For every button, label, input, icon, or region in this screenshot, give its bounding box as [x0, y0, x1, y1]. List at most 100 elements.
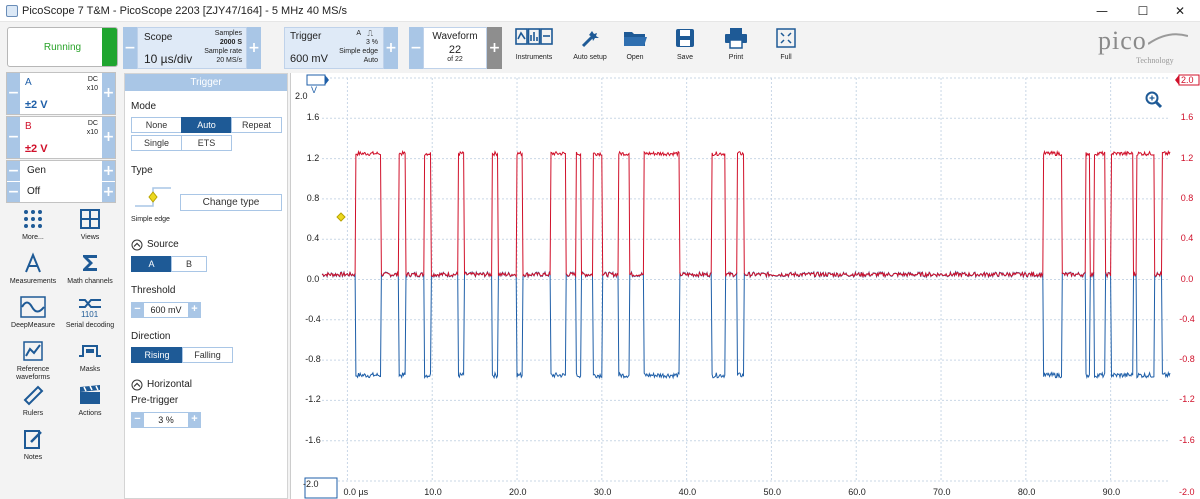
rulers-button[interactable]: Rulers	[6, 384, 60, 418]
more-button[interactable]: More...	[6, 208, 60, 242]
fullscreen-label: Full	[780, 54, 792, 61]
y-end-label: 2.0	[295, 91, 308, 101]
print-button[interactable]: Print	[707, 27, 765, 69]
mode-label: Mode	[131, 101, 157, 112]
gen-off-increase-button[interactable]: +	[102, 182, 115, 202]
waveform-prev-button[interactable]: −	[409, 27, 423, 69]
trigger-label: Trigger	[290, 31, 322, 42]
y-tick-label-b: -0.8	[1179, 354, 1195, 365]
pretrigger-decrease-button[interactable]: −	[131, 412, 144, 428]
pretrigger-increase-button[interactable]: +	[188, 412, 201, 428]
threshold-increase-button[interactable]: +	[188, 302, 201, 318]
x-tick-label: 0.0 µs	[343, 487, 369, 497]
pretrigger-label: Pre-trigger	[131, 395, 179, 406]
channel-a-axis-handle[interactable]	[306, 74, 326, 86]
mode-auto-button[interactable]: Auto	[181, 117, 232, 133]
type-name: Simple edge	[131, 216, 170, 223]
views-button[interactable]: Views	[63, 208, 117, 242]
scope-view[interactable]: 1.6 1.6 1.2 1.2 0.8 0.8 0.4 0.4 0.0 0.0 -0.4 -0.4 -0…	[290, 73, 1200, 499]
gen-decrease-button[interactable]: −	[7, 161, 20, 181]
open-button[interactable]: Open	[606, 27, 664, 69]
plot-grid	[322, 77, 1170, 482]
y-tick-label-a: -0.8	[305, 354, 321, 365]
close-button[interactable]: ✕	[1174, 4, 1186, 18]
direction-falling-button[interactable]: Falling	[182, 347, 233, 363]
y-unit-label: V	[311, 85, 318, 95]
simple-edge-icon	[135, 187, 171, 207]
pico-logo: pico Technology	[1098, 26, 1190, 70]
rising-edge-icon: ⎍	[367, 29, 373, 38]
channel-b-decrease-button[interactable]: −	[7, 117, 20, 158]
threshold-decrease-button[interactable]: −	[131, 302, 144, 318]
rulers-icon	[23, 385, 44, 406]
threshold-stepper[interactable]: − 600 mV +	[131, 302, 201, 318]
save-label: Save	[677, 54, 693, 61]
x-tick-label: 50.0	[763, 487, 781, 497]
source-b-button[interactable]: B	[171, 256, 207, 272]
masks-button[interactable]: Masks	[63, 340, 117, 374]
instruments-button[interactable]: Instruments	[505, 27, 563, 69]
timebase-increase-button[interactable]: +	[247, 27, 261, 69]
mode-none-button[interactable]: None	[131, 117, 182, 133]
timebase-decrease-button[interactable]: −	[123, 27, 137, 69]
svg-text:1101: 1101	[81, 310, 99, 318]
reference-waveforms-button[interactable]: Reference waveforms	[6, 340, 60, 382]
horizontal-collapse-icon[interactable]	[131, 379, 143, 391]
channel-a-name: A	[25, 77, 32, 88]
fullscreen-button[interactable]: Full	[757, 27, 815, 69]
waveform-buffer: Waveform 22 of 22	[423, 27, 487, 69]
notes-button[interactable]: Notes	[6, 428, 60, 462]
trigger-mode: Auto	[363, 57, 378, 64]
maximize-button[interactable]: ☐	[1137, 4, 1149, 18]
waveform-plot[interactable]	[291, 73, 1200, 499]
channel-b-range: ±2 V	[25, 143, 48, 155]
zoom-icon[interactable]	[1145, 91, 1163, 109]
threshold-value: 600 mV	[150, 305, 182, 315]
mode-single-button[interactable]: Single	[131, 135, 182, 151]
channel-b-increase-button[interactable]: +	[102, 117, 115, 158]
y-end-label: 2.0	[1181, 75, 1194, 85]
measurements-button[interactable]: Measurements	[6, 252, 60, 286]
gen-increase-button[interactable]: +	[102, 161, 115, 181]
channel-b-axis-handle[interactable]	[1178, 74, 1200, 86]
serial-decoding-button[interactable]: 1101 Serial decoding	[63, 296, 117, 330]
sample-rate-label: Sample rate	[204, 48, 242, 55]
scope-settings[interactable]: Scope 10 µs/div Samples 2000 S Sample ra…	[137, 27, 247, 69]
horizontal-label: Horizontal	[147, 379, 193, 390]
mode-repeat-button[interactable]: Repeat	[231, 117, 282, 133]
actions-button[interactable]: Actions	[63, 384, 117, 418]
source-label: Source	[147, 239, 179, 250]
source-collapse-icon[interactable]	[131, 239, 143, 251]
masks-icon	[79, 345, 101, 357]
pretrigger-stepper[interactable]: − 3 % +	[131, 412, 201, 428]
math-channels-button[interactable]: Math channels	[63, 252, 117, 286]
deepmeasure-button[interactable]: DeepMeasure	[6, 296, 60, 330]
trigger-settings[interactable]: Trigger 600 mV A ⎍ 3 % Simple edge Auto	[284, 27, 384, 69]
generator-settings[interactable]: − − Gen Off + +	[6, 160, 116, 203]
time-axis-handle[interactable]	[304, 477, 338, 499]
gen-off-decrease-button[interactable]: −	[7, 182, 20, 202]
trigger-increase-button[interactable]: +	[384, 27, 398, 69]
channel-a-increase-button[interactable]: +	[102, 73, 115, 114]
y-tick-label-b: -0.4	[1179, 313, 1195, 324]
run-status-indicator	[102, 28, 117, 66]
y-tick-label-a: 0.4	[306, 233, 320, 244]
source-a-button[interactable]: A	[131, 256, 172, 272]
mode-ets-button[interactable]: ETS	[181, 135, 232, 151]
notes-icon	[24, 430, 42, 449]
auto-setup-button[interactable]: Auto setup	[561, 27, 619, 69]
save-button[interactable]: Save	[656, 27, 714, 69]
direction-rising-button[interactable]: Rising	[131, 347, 183, 363]
minimize-button[interactable]: —	[1096, 4, 1108, 18]
waveform-next-button[interactable]: +	[487, 27, 502, 69]
x-tick-label: 20.0	[509, 487, 527, 497]
channel-b-settings[interactable]: − B ±2 V DC x10 +	[6, 116, 116, 159]
y-tick-label-b: 0.0	[1180, 273, 1194, 284]
trigger-panel: Trigger Mode None Auto Repeat Single ETS…	[124, 73, 288, 499]
sample-rate-value: 20 MS/s	[216, 57, 242, 64]
channel-a-decrease-button[interactable]: −	[7, 73, 20, 114]
trigger-marker[interactable]	[336, 212, 346, 222]
channel-a-settings[interactable]: − A ±2 V DC x10 +	[6, 72, 116, 115]
run-stop-button[interactable]: Running	[7, 27, 118, 67]
change-type-button[interactable]: Change type	[180, 194, 282, 211]
